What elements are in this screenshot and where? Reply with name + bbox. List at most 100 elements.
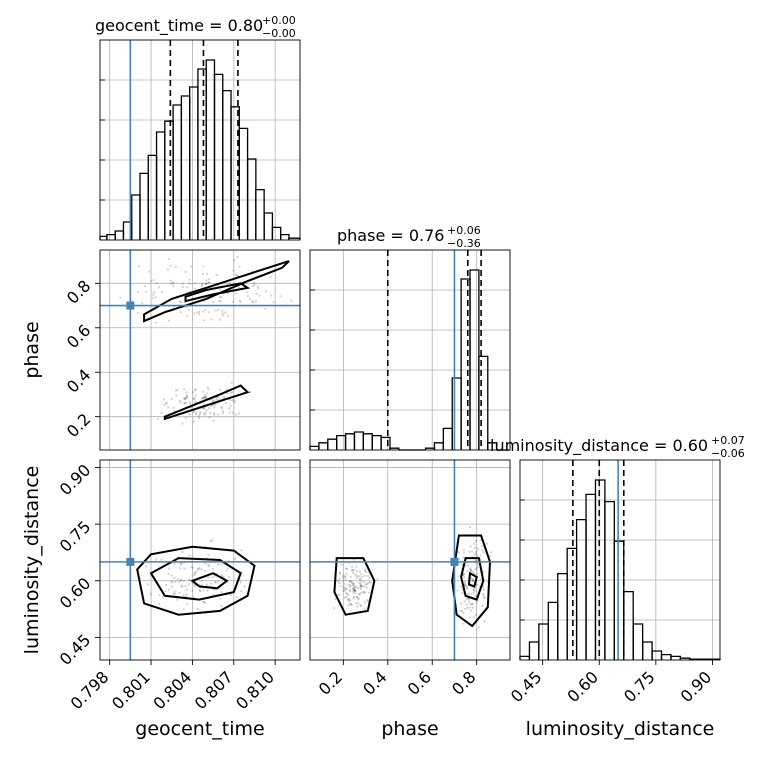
sample-point-luminosity-distance-vs-phase-0-28 (349, 585, 352, 589)
sample-point-phase-vs-geocent-time-0-99 (221, 314, 224, 317)
sample-point-phase-vs-geocent-time-2-79 (175, 394, 178, 397)
sample-point-luminosity-distance-vs-phase-0-106 (359, 586, 362, 589)
sample-point-phase-vs-geocent-time-0-67 (205, 282, 208, 285)
sample-point-luminosity-distance-vs-phase-1-45 (457, 575, 460, 578)
sample-point-luminosity-distance-vs-phase-1-2 (479, 554, 482, 557)
sample-point-phase-vs-geocent-time-0-3 (150, 280, 153, 283)
sample-point-luminosity-distance-vs-geocent-time-0-79 (200, 568, 203, 571)
histogram-bar-luminosity-distance-10 (613, 540, 625, 660)
sample-point-phase-vs-geocent-time-2-128 (183, 397, 186, 400)
sample-point-phase-vs-geocent-time-2-84 (188, 401, 192, 404)
sample-point-phase-vs-geocent-time-2-86 (216, 413, 220, 416)
tick-label-luminosity-distance-x-2: 0.75 (620, 667, 659, 706)
labels-layer: geocent_time = 0.80 +0.00 −0.00 phase = … (21, 14, 745, 740)
sample-point-luminosity-distance-vs-phase-1-87 (460, 609, 464, 612)
sample-point-luminosity-distance-vs-phase-0-54 (366, 574, 369, 578)
sample-point-luminosity-distance-vs-phase-1-22 (475, 601, 478, 604)
sample-point-phase-vs-geocent-time-0-71 (194, 288, 197, 291)
sample-point-luminosity-distance-vs-phase-1-27 (472, 589, 475, 592)
sample-point-phase-vs-geocent-time-0-110 (218, 299, 221, 302)
sample-point-luminosity-distance-vs-phase-0-80 (358, 575, 361, 578)
sample-point-luminosity-distance-vs-geocent-time-0-93 (167, 588, 170, 592)
sample-point-luminosity-distance-vs-phase-0-105 (357, 587, 360, 590)
sample-point-luminosity-distance-vs-phase-1-57 (474, 539, 477, 543)
sample-point-luminosity-distance-vs-phase-0-110 (369, 581, 372, 584)
sample-point-phase-vs-geocent-time-0-90 (153, 291, 156, 294)
sample-point-phase-vs-geocent-time-2-99 (186, 394, 189, 397)
tick-label-phase-y-3: 0.8 (63, 276, 94, 307)
sample-point-phase-vs-geocent-time-2-39 (178, 399, 181, 402)
sample-point-luminosity-distance-vs-phase-1-138 (467, 592, 470, 595)
sample-point-luminosity-distance-vs-phase-0-0 (352, 588, 355, 591)
sample-point-phase-vs-geocent-time-0-16 (197, 312, 201, 315)
sample-point-luminosity-distance-vs-geocent-time-0-103 (178, 591, 181, 595)
sample-point-luminosity-distance-vs-phase-0-116 (343, 582, 346, 586)
sample-point-luminosity-distance-vs-phase-0-61 (353, 585, 356, 589)
sample-point-phase-vs-geocent-time-0-9 (269, 275, 272, 278)
sample-point-phase-vs-geocent-time-2-124 (185, 395, 188, 398)
sample-point-phase-vs-geocent-time-2-6 (227, 407, 230, 410)
sample-point-phase-vs-geocent-time-2-75 (198, 414, 201, 418)
tick-label-phase-x-2: 0.6 (404, 667, 435, 698)
sample-point-luminosity-distance-vs-geocent-time-0-122 (194, 572, 197, 575)
sample-point-phase-vs-geocent-time-0-27 (219, 288, 222, 291)
truth-marker-luminosity-distance-vs-phase (450, 557, 459, 566)
sample-point-phase-vs-geocent-time-2-139 (232, 398, 235, 402)
sample-point-phase-vs-geocent-time-0-130 (207, 311, 210, 314)
sample-point-luminosity-distance-vs-geocent-time-0-113 (183, 567, 186, 570)
sample-point-luminosity-distance-vs-phase-1-72 (469, 609, 473, 612)
sample-point-luminosity-distance-vs-phase-1-129 (464, 564, 467, 567)
sample-point-phase-vs-geocent-time-2-4 (183, 402, 186, 405)
sample-point-phase-vs-geocent-time-2-45 (157, 417, 160, 420)
sample-point-phase-vs-geocent-time-0-115 (252, 281, 255, 284)
sample-point-luminosity-distance-vs-phase-1-93 (461, 591, 464, 595)
histogram-bar-geocent-time-13 (205, 59, 216, 240)
sample-point-luminosity-distance-vs-phase-0-76 (359, 588, 362, 591)
sample-point-luminosity-distance-vs-geocent-time-0-94 (180, 579, 183, 582)
sample-point-luminosity-distance-vs-phase-0-34 (352, 595, 355, 598)
histogram-bar-geocent-time-18 (246, 158, 257, 240)
sample-point-luminosity-distance-vs-phase-0-119 (350, 580, 353, 583)
sample-point-phase-vs-geocent-time-0-15 (184, 271, 187, 274)
histogram-bar-phase-4 (344, 433, 356, 450)
sample-point-luminosity-distance-vs-phase-0-24 (360, 585, 363, 588)
tick-label-phase-y-2: 0.6 (63, 321, 94, 352)
histogram-bar-phase-18 (469, 269, 480, 450)
sample-point-phase-vs-geocent-time-2-58 (193, 401, 196, 404)
x-axis-label-phase: phase (381, 718, 438, 740)
sample-point-luminosity-distance-vs-phase-0-81 (348, 590, 352, 593)
sample-point-luminosity-distance-vs-phase-0-30 (376, 578, 379, 581)
sample-point-phase-vs-geocent-time-0-96 (238, 299, 241, 302)
sample-point-luminosity-distance-vs-phase-0-23 (359, 584, 362, 587)
sample-point-phase-vs-geocent-time-2-35 (222, 396, 225, 399)
sample-point-luminosity-distance-vs-geocent-time-0-126 (190, 566, 193, 569)
sample-point-luminosity-distance-vs-phase-1-32 (462, 551, 466, 554)
sample-point-luminosity-distance-vs-phase-1-122 (462, 622, 465, 625)
sample-point-phase-vs-geocent-time-0-134 (264, 290, 267, 293)
sample-point-phase-vs-geocent-time-2-120 (208, 416, 211, 419)
sample-point-phase-vs-geocent-time-0-84 (204, 308, 207, 311)
sample-point-phase-vs-geocent-time-2-131 (199, 411, 202, 414)
sample-point-luminosity-distance-vs-geocent-time-0-73 (180, 562, 183, 565)
sample-point-phase-vs-geocent-time-2-0 (230, 381, 233, 384)
sample-point-luminosity-distance-vs-phase-0-120 (357, 597, 360, 600)
sample-point-luminosity-distance-vs-geocent-time-0-55 (222, 575, 225, 578)
sample-point-luminosity-distance-vs-phase-1-117 (463, 600, 466, 603)
title-phase-plus: +0.06 (447, 224, 481, 237)
sample-point-phase-vs-geocent-time-2-29 (218, 388, 222, 391)
sample-point-phase-vs-geocent-time-0-31 (170, 282, 173, 285)
histogram-bar-geocent-time-9 (172, 104, 183, 240)
sample-point-luminosity-distance-vs-phase-0-68 (356, 597, 360, 600)
sample-point-luminosity-distance-vs-phase-0-123 (358, 578, 361, 581)
sample-point-luminosity-distance-vs-geocent-time-0-10 (155, 558, 158, 561)
sample-point-luminosity-distance-vs-phase-0-26 (344, 588, 347, 591)
sample-point-luminosity-distance-vs-phase-0-101 (348, 589, 351, 592)
sample-point-luminosity-distance-vs-phase-0-1 (353, 589, 356, 592)
sample-point-luminosity-distance-vs-phase-0-98 (350, 604, 353, 607)
sample-point-luminosity-distance-vs-geocent-time-0-11 (217, 580, 220, 583)
title-geocent-time: geocent_time = 0.80 (95, 16, 263, 36)
sample-point-luminosity-distance-vs-phase-1-0 (463, 584, 466, 587)
contour-luminosity-distance-vs-phase-mid-2 (460, 557, 485, 601)
sample-point-luminosity-distance-vs-phase-0-63 (347, 598, 350, 602)
sample-point-phase-vs-geocent-time-2-24 (181, 422, 184, 425)
